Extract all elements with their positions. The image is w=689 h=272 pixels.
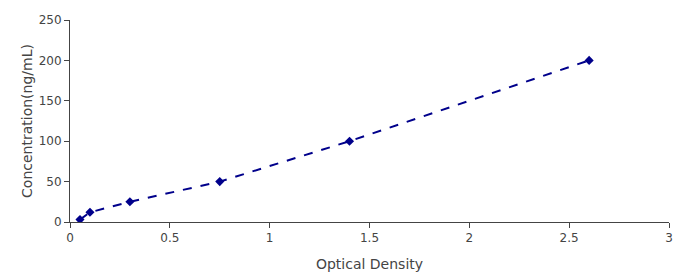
svg-text:1: 1: [266, 231, 274, 245]
svg-text:100: 100: [39, 134, 62, 148]
svg-text:3: 3: [665, 231, 673, 245]
svg-text:150: 150: [39, 94, 62, 108]
svg-text:2.5: 2.5: [560, 231, 579, 245]
svg-text:200: 200: [39, 54, 62, 68]
svg-text:0: 0: [54, 215, 62, 229]
svg-text:50: 50: [46, 175, 61, 189]
svg-text:1.5: 1.5: [360, 231, 379, 245]
svg-text:Optical Density: Optical Density: [316, 256, 423, 272]
svg-text:0: 0: [66, 231, 74, 245]
svg-text:2: 2: [466, 231, 474, 245]
svg-text:250: 250: [39, 13, 62, 27]
svg-text:0.5: 0.5: [160, 231, 179, 245]
svg-text:Concentration(ng/mL): Concentration(ng/mL): [19, 44, 35, 198]
